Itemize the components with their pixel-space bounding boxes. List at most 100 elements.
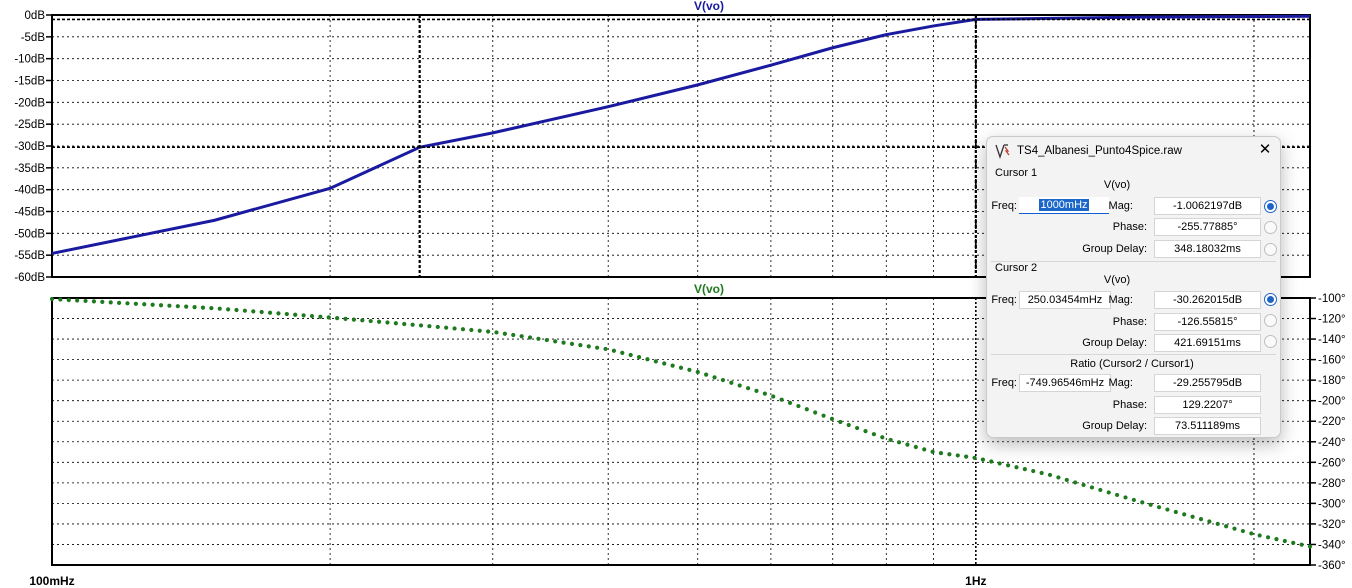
cursor2-freq-input[interactable]: 250.03454mHz xyxy=(1019,291,1111,309)
phase-point xyxy=(561,340,566,345)
y-tick-label: -180° xyxy=(1318,375,1346,387)
phase-point xyxy=(251,309,256,314)
phase-point xyxy=(687,367,692,372)
cursor1-phase-label: Phase: xyxy=(1112,221,1147,233)
phase-point xyxy=(502,331,507,336)
cursor2-phase-radio[interactable] xyxy=(1264,314,1277,327)
phase-point xyxy=(1299,542,1304,547)
ratio-gd-label: Group Delay: xyxy=(1082,420,1147,432)
ratio-freq-value: -749.96546mHz xyxy=(1019,374,1111,392)
cursor-dialog[interactable]: TS4_Albanesi_Punto4Spice.raw ✕ Cursor 1 … xyxy=(986,136,1281,438)
phase-point xyxy=(335,316,340,321)
phase-point xyxy=(653,359,658,364)
phase-point xyxy=(1022,467,1027,472)
cursor2-gd-radio[interactable] xyxy=(1264,335,1277,348)
phase-point xyxy=(1047,472,1053,478)
trace-name[interactable]: V(vo) xyxy=(694,282,724,296)
ratio-mag-label: Mag: xyxy=(1108,377,1133,389)
phase-point xyxy=(553,339,558,344)
phase-point xyxy=(158,303,164,308)
phase-point xyxy=(1039,470,1044,476)
phase-point xyxy=(1056,475,1061,480)
phase-trace[interactable] xyxy=(49,296,1313,549)
cursor2-group-label: Cursor 2 xyxy=(995,262,1038,274)
phase-point xyxy=(1182,512,1187,517)
cursor1-freq-input[interactable]: 1000mHz xyxy=(1019,197,1109,214)
y-tick-label: -40dB xyxy=(14,185,45,197)
phase-point xyxy=(293,312,298,317)
dialog-titlebar[interactable]: TS4_Albanesi_Punto4Spice.raw ✕ xyxy=(987,137,1280,165)
phase-point xyxy=(662,361,667,366)
y-tick-label: -35dB xyxy=(14,163,45,175)
phase-point xyxy=(670,363,675,368)
phase-point xyxy=(829,416,835,421)
phase-point xyxy=(1123,495,1128,500)
phase-point xyxy=(1198,517,1204,522)
cursor2-mag-radio[interactable] xyxy=(1264,293,1277,306)
ltspice-app-icon xyxy=(995,144,1010,159)
cursor2-gd-label: Group Delay: xyxy=(1082,337,1147,349)
phase-point xyxy=(452,326,457,331)
y-tick-label: -240° xyxy=(1318,437,1346,449)
phase-point xyxy=(1257,533,1262,538)
phase-point xyxy=(469,327,474,333)
phase-point xyxy=(964,454,969,459)
phase-point xyxy=(595,345,600,350)
phase-point xyxy=(444,325,449,330)
magnitude-trace[interactable] xyxy=(51,14,1311,255)
x-tick-label: 1Hz xyxy=(965,574,986,588)
phase-point xyxy=(569,341,575,346)
phase-point xyxy=(855,425,860,431)
phase-point xyxy=(628,352,633,358)
phase-point xyxy=(586,344,591,349)
cursor2-trace-label: V(vo) xyxy=(1103,274,1131,286)
phase-point xyxy=(787,400,793,405)
phase-point xyxy=(989,459,994,464)
y-tick-label: -10dB xyxy=(14,54,45,66)
phase-point xyxy=(343,316,348,321)
phase-pane[interactable]: -100° -120° -140° -160° -180° -200° -220° -240°… xyxy=(49,282,1346,572)
cursor1-phase-radio[interactable] xyxy=(1264,221,1277,234)
phase-point xyxy=(1265,535,1271,540)
cursor2-freq-label: Freq: xyxy=(991,294,1017,306)
phase-point xyxy=(813,410,818,415)
magnitude-pane[interactable]: 0dB -5dB -10dB -15dB -20dB -25dB -30dB -35dB -40… xyxy=(14,0,1311,284)
cursor1-mag-radio[interactable] xyxy=(1264,200,1277,213)
phase-point xyxy=(184,304,189,309)
cursor1-gd-value: 348.18032ms xyxy=(1154,240,1261,258)
phase-point xyxy=(1274,537,1279,542)
phase-point xyxy=(1140,500,1145,505)
phase-point xyxy=(1005,463,1011,468)
phase-point xyxy=(745,386,751,391)
cursor1-gd-label: Group Delay: xyxy=(1082,243,1147,255)
phase-point xyxy=(83,298,88,304)
phase-point xyxy=(435,324,440,330)
phase-point xyxy=(1249,531,1254,536)
cursor1-mag-value: -1.0062197dB xyxy=(1154,197,1261,215)
phase-point xyxy=(376,319,382,324)
phase-point xyxy=(150,302,155,307)
phase-point xyxy=(1115,492,1120,498)
phase-point xyxy=(578,343,583,348)
phase-point xyxy=(922,447,927,452)
phase-point xyxy=(1014,465,1019,470)
y-tick-label: -360° xyxy=(1318,560,1346,572)
phase-point xyxy=(955,453,960,458)
phase-point xyxy=(1081,482,1086,488)
close-icon[interactable]: ✕ xyxy=(1258,141,1272,158)
trace-name[interactable]: V(vo) xyxy=(694,0,724,13)
y-tick-label: 0dB xyxy=(25,10,46,22)
phase-point xyxy=(385,320,390,325)
phase-point xyxy=(1207,519,1212,524)
phase-point xyxy=(1131,497,1136,503)
phase-point xyxy=(762,391,767,396)
ratio-phase-value: 129.2207° xyxy=(1154,396,1261,414)
y-tick-label: -100° xyxy=(1318,293,1346,305)
phase-point xyxy=(259,309,264,315)
phase-point xyxy=(863,429,868,434)
phase-point xyxy=(368,318,373,324)
ratio-gd-value: 73.511189ms xyxy=(1154,417,1261,435)
phase-point xyxy=(58,297,63,302)
cursor1-gd-radio[interactable] xyxy=(1264,243,1277,256)
